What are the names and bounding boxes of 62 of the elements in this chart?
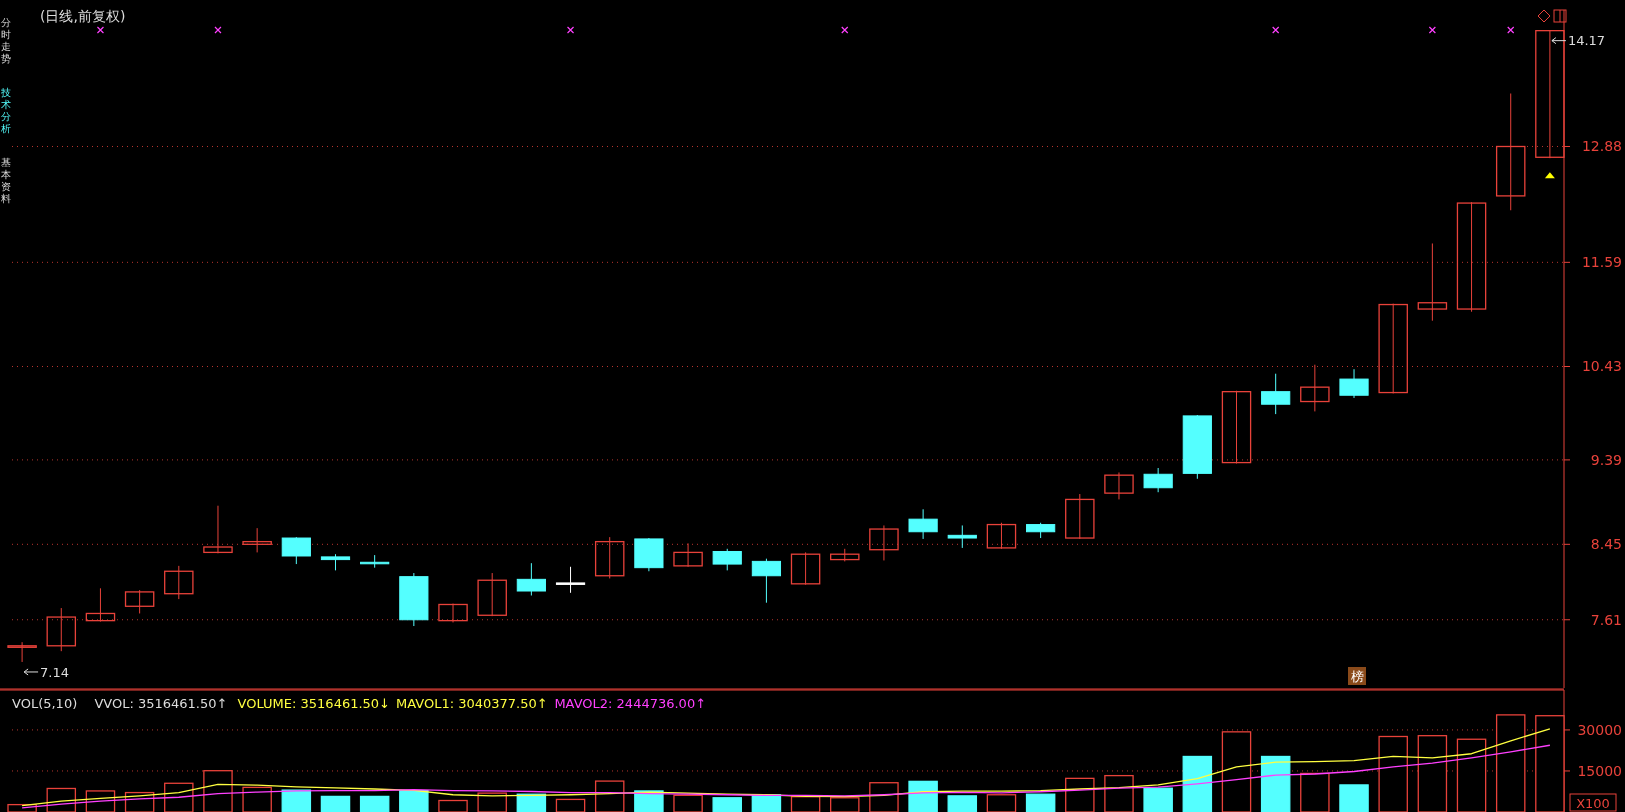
candlestick: [1104, 471, 1134, 500]
y-tick-label: 8.45: [1590, 536, 1622, 553]
bar: [1182, 755, 1213, 812]
bar: [242, 786, 272, 812]
bar: [947, 795, 978, 812]
bar: [673, 794, 703, 812]
bar: [1260, 755, 1291, 812]
bar: [790, 796, 821, 812]
bar: [281, 789, 312, 812]
bar: [438, 799, 468, 812]
y-tick-label: 7.61: [1590, 611, 1622, 628]
bar: [712, 797, 742, 812]
bar: [359, 795, 390, 812]
line-series: [21, 744, 1551, 809]
text: 14.17: [1567, 33, 1606, 49]
annotation: 榜: [1350, 668, 1364, 684]
chart-title: (日线,前复权): [40, 7, 126, 24]
bar: [908, 780, 938, 812]
bar: [869, 782, 899, 812]
bar: [1495, 714, 1526, 812]
candlestick: [1495, 93, 1526, 211]
text: VOL(5,10): [12, 695, 78, 711]
bar: [1025, 793, 1056, 812]
y-tick-label: 12.88: [1581, 138, 1622, 155]
text: MAVOL2: 2444736.00↑: [554, 695, 707, 711]
bar: [320, 795, 351, 812]
candlestick: [124, 589, 155, 614]
annotation: VOLUME: 3516461.50↓: [237, 695, 391, 711]
bar: [164, 782, 194, 812]
candlestick: [164, 565, 194, 600]
y-tick-label: 11.59: [1581, 254, 1622, 271]
bar: [1143, 787, 1173, 812]
text: 分时走势: [1, 17, 11, 64]
bar: [1339, 784, 1369, 812]
bar: [830, 797, 860, 812]
y-tick-label: 10.43: [1581, 358, 1622, 375]
candlestick: [790, 551, 821, 586]
bar: [399, 790, 429, 812]
line-series: [21, 728, 1551, 807]
annotation: 7.14: [40, 664, 70, 680]
annotation: VVOL: 3516461.50↑: [94, 695, 228, 711]
text: 基本资料: [1, 157, 11, 204]
candlestick: [477, 572, 507, 617]
y-tick-label: 9.39: [1590, 451, 1622, 468]
bar: [1104, 774, 1134, 812]
text: 技术分析: [0, 87, 11, 134]
text: MAVOL1: 3040377.50↑: [396, 695, 548, 711]
bar: [477, 792, 507, 812]
candlestick: [1065, 493, 1095, 540]
bar: [594, 780, 625, 812]
bar: [1065, 777, 1095, 812]
candlestick: [947, 524, 977, 549]
candlestick: [673, 542, 703, 568]
candlestick: [555, 566, 586, 594]
candlestick: [7, 641, 37, 663]
y-axis-title: X100: [1576, 795, 1610, 811]
bar: [986, 794, 1017, 812]
y-tick-label: 30000: [1577, 721, 1622, 738]
bar: [516, 793, 547, 812]
bar: [555, 798, 586, 812]
candlestick: [1417, 242, 1448, 322]
y-tick-label: 15000: [1577, 762, 1622, 779]
